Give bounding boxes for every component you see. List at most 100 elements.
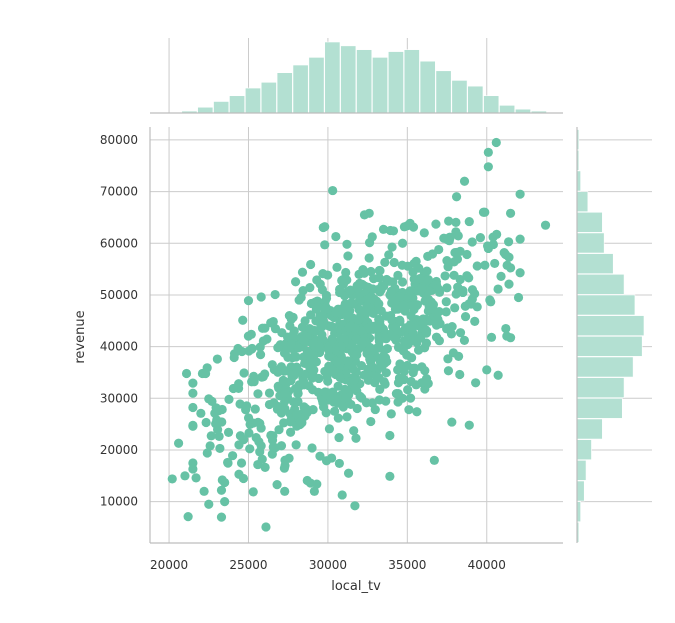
scatter-point <box>281 366 291 376</box>
scatter-point <box>335 372 345 383</box>
scatter-point <box>413 345 424 355</box>
scatter-point <box>379 377 389 387</box>
x-hist-bar <box>356 49 373 114</box>
scatter-point <box>464 216 474 227</box>
scatter-point <box>238 473 249 484</box>
scatter-point <box>412 407 422 417</box>
scatter-point <box>417 378 427 388</box>
scatter-point <box>374 299 384 309</box>
x-hist-bar <box>483 95 500 114</box>
scatter-point <box>480 260 490 270</box>
y-hist-bar <box>576 191 589 212</box>
scatter-point <box>293 343 304 353</box>
scatter-point <box>237 346 247 357</box>
marginal-y-histogram <box>576 129 645 543</box>
scatter-point <box>250 404 260 414</box>
scatter-point <box>337 275 347 286</box>
scatter-point <box>298 336 308 346</box>
scatter-point <box>337 304 347 314</box>
scatter-point <box>273 342 283 353</box>
scatter-point <box>305 362 315 373</box>
scatter-point <box>205 441 215 451</box>
scatter-point <box>311 304 321 314</box>
scatter-point <box>279 418 289 428</box>
scatter-point <box>478 207 489 217</box>
scatter-point <box>464 273 474 283</box>
y-hist-bar <box>576 480 585 502</box>
scatter-point <box>515 234 525 244</box>
scatter-point <box>199 486 209 496</box>
scatter-point <box>324 345 334 355</box>
scatter-point <box>255 349 266 360</box>
scatter-point <box>343 468 354 478</box>
scatter-point <box>352 350 362 360</box>
scatter-point <box>380 257 390 267</box>
scatter-point <box>188 378 198 388</box>
y-tick-label: 70000 <box>100 185 138 199</box>
axis-spines <box>149 112 578 544</box>
scatter-point <box>491 137 501 148</box>
y-tick-label: 50000 <box>100 288 138 302</box>
scatter-point <box>471 378 481 388</box>
scatter-point <box>458 286 468 296</box>
scatter-point <box>249 371 259 381</box>
scatter-point <box>397 260 407 270</box>
scatter-point <box>374 336 384 346</box>
scatter-point <box>302 407 312 418</box>
scatter-point <box>318 398 328 408</box>
scatter-point <box>273 367 283 377</box>
x-tick-label: 30000 <box>309 558 347 572</box>
scatter-point <box>375 266 385 276</box>
scatter-point <box>393 365 403 375</box>
scatter-point <box>332 357 342 367</box>
scatter-point <box>337 490 347 500</box>
scatter-point <box>267 435 278 445</box>
scatter-point <box>201 417 211 428</box>
scatter-point <box>285 427 296 437</box>
scatter-point <box>441 307 451 317</box>
scatter-point <box>452 254 463 264</box>
x-hist-bar <box>229 95 246 114</box>
scatter-point <box>288 330 298 340</box>
scatter-point <box>459 176 470 186</box>
scatter-point <box>336 334 346 344</box>
scatter-point <box>364 253 374 263</box>
scatter-point <box>374 395 385 405</box>
scatter-point <box>340 384 350 394</box>
y-tick-label: 30000 <box>100 391 138 405</box>
x-axis-label: local_tv <box>331 579 381 594</box>
x-hist-bar <box>213 101 230 114</box>
scatter-point <box>483 162 493 172</box>
scatter-point <box>389 257 399 268</box>
scatter-point <box>444 216 454 226</box>
x-hist-bar <box>419 60 436 114</box>
scatter-point <box>366 416 376 427</box>
x-hist-bar <box>292 64 309 114</box>
x-hist-bar <box>308 57 325 114</box>
y-hist-bar <box>576 377 625 399</box>
scatter-point <box>423 275 433 285</box>
scatter-point <box>407 353 417 363</box>
scatter-point <box>408 222 419 232</box>
scatter-point <box>244 428 254 438</box>
scatter-point <box>272 480 282 490</box>
scatter-point <box>328 185 338 196</box>
scatter-point <box>256 292 266 302</box>
scatter-point <box>340 393 351 403</box>
scatter-point <box>393 397 403 407</box>
scatter-point <box>305 283 315 293</box>
scatter-point <box>334 432 344 443</box>
scatter-point <box>513 292 524 303</box>
scatter-point <box>214 431 224 441</box>
scatter-point <box>188 402 198 413</box>
scatter-point <box>367 232 377 242</box>
y-hist-bar <box>576 294 636 316</box>
scatter-point <box>361 398 372 408</box>
scatter-point <box>335 287 345 298</box>
scatter-point <box>393 388 403 399</box>
scatter-point <box>326 321 337 331</box>
scatter-point <box>454 351 464 361</box>
scatter-point <box>410 363 420 373</box>
scatter-point <box>244 346 254 356</box>
